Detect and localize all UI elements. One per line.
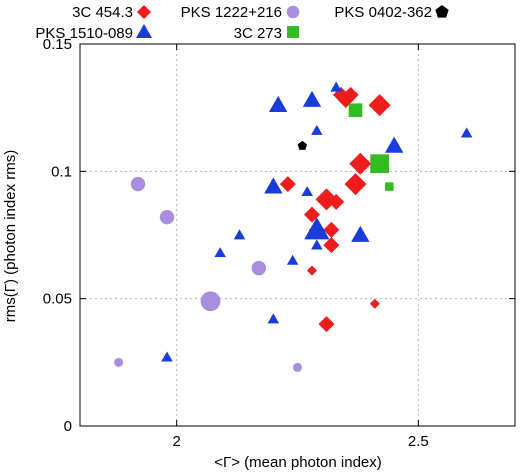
data-point: [384, 136, 404, 153]
data-point: [323, 221, 340, 238]
data-point: [370, 154, 390, 174]
data-point: [385, 182, 394, 191]
data-point: [286, 254, 299, 265]
data-point: [328, 193, 345, 210]
grid-lines: [80, 44, 515, 426]
data-point: [130, 176, 146, 192]
data-point: [251, 260, 267, 276]
y-tick-label: 0.05: [43, 291, 72, 308]
data-point: [323, 237, 340, 254]
data-point: [369, 298, 380, 309]
y-axis-label: rms(Γ) (photon index rms): [2, 150, 19, 322]
series-3: [348, 103, 394, 191]
series-2: [114, 176, 302, 372]
data-point: [114, 357, 124, 367]
series-4: [297, 140, 308, 150]
data-point: [233, 229, 246, 240]
series-1: [161, 81, 473, 362]
data-point: [301, 185, 313, 197]
legend-label: PKS 1222+216: [181, 4, 282, 21]
data-point: [297, 140, 308, 150]
series-0: [279, 86, 391, 333]
legend-marker: [137, 5, 151, 19]
legend-marker: [286, 5, 300, 19]
legend-label: PKS 0402-362: [334, 4, 432, 21]
axis-ticks: 2 2.5 0 0.05 0.1 0.15: [43, 36, 515, 450]
legend-label: PKS 1510-089: [35, 25, 133, 42]
y-tick-label: 0: [64, 418, 72, 435]
y-tick-label: 0.1: [51, 163, 72, 180]
data-point: [304, 206, 320, 223]
data-point: [302, 90, 322, 107]
data-point: [267, 313, 280, 324]
data-point: [161, 351, 173, 362]
x-tick-label: 2: [172, 433, 180, 450]
data-point: [264, 177, 283, 194]
data-point: [344, 173, 367, 196]
data-point: [349, 152, 372, 175]
plot-frame: [79, 43, 516, 427]
legend-label: 3C 454.3: [72, 4, 133, 21]
data-point: [318, 316, 335, 333]
data-point: [460, 127, 473, 138]
data-point: [279, 176, 296, 193]
data-point: [159, 209, 175, 225]
data-point: [304, 217, 330, 240]
legend: 3C 454.3 PKS 1222+216 PKS 0402-362 PKS 1510…: [35, 4, 449, 42]
legend-marker: [135, 23, 153, 39]
data-point: [330, 81, 342, 92]
x-tick-label: 2.5: [408, 433, 429, 450]
legend-label: 3C 273: [234, 25, 282, 42]
data-point: [293, 362, 302, 372]
data-points: [114, 81, 473, 372]
data-point: [311, 124, 323, 135]
legend-marker: [435, 5, 449, 18]
data-point: [342, 86, 359, 103]
data-point: [348, 103, 363, 118]
x-axis-label: <Γ> (mean photon index): [214, 454, 382, 471]
y-tick-label: 0.15: [43, 36, 72, 53]
data-point: [311, 239, 323, 250]
legend-marker: [287, 26, 299, 38]
data-point: [200, 291, 221, 312]
data-point: [351, 225, 370, 242]
data-point: [214, 247, 226, 258]
data-point: [268, 95, 288, 113]
data-point: [368, 94, 391, 117]
data-point: [307, 265, 317, 276]
